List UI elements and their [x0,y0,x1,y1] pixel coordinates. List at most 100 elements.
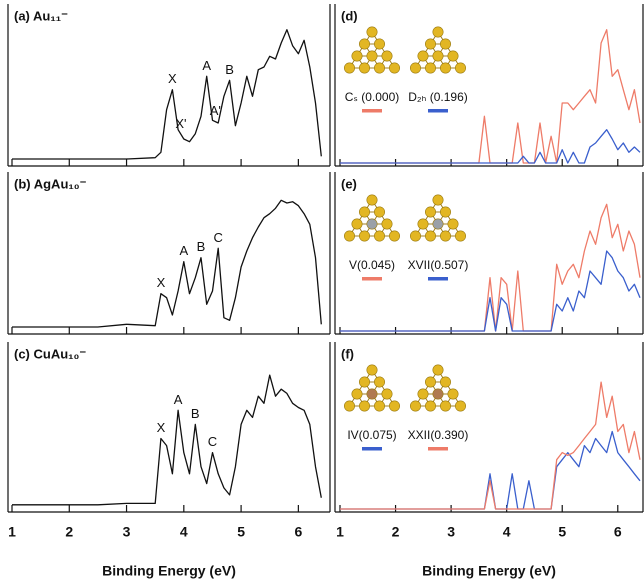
cluster-atom [366,194,378,206]
cluster-atom [424,230,436,242]
cluster-atom [439,62,451,74]
legend-swatch [428,277,448,281]
cluster-atom [351,388,363,400]
simulated-spectrum [340,250,641,332]
x-tick-label: 3 [123,524,131,540]
cluster-atom [409,62,421,74]
cluster-atom [388,400,400,412]
cluster-atom [358,376,370,388]
cluster-atom [388,230,400,242]
cluster-atom [417,218,429,230]
cluster-atom [447,218,459,230]
peak-label: X [157,420,166,435]
cluster-atom [447,50,459,62]
panel-title: (c) CuAu₁₀⁻ [14,346,86,361]
cluster-atom [373,230,385,242]
simulated-spectrum [340,381,641,510]
cluster-icon [343,364,400,412]
cluster-atom [358,230,370,242]
x-axis-label: Binding Energy (eV) [102,563,236,579]
panel-title: (a) Au₁₁⁻ [14,8,68,23]
cluster-icon [409,26,466,74]
cluster-atom [432,218,444,230]
legend-swatch [428,447,448,451]
cluster-atom [439,38,451,50]
peak-label: C [213,230,222,245]
cluster-icon [343,194,400,242]
legend-label: Cₛ (0.000) [345,90,400,104]
peak-label: C [208,434,217,449]
cluster-atom [417,388,429,400]
legend-swatch [362,447,382,451]
x-tick-label: 2 [65,524,73,540]
peak-label: B [225,62,234,77]
cluster-atom [424,206,436,218]
legend-swatch [362,277,382,281]
cluster-atom [358,206,370,218]
legend-label: XXII(0.390) [408,428,469,442]
cluster-atom [366,388,378,400]
cluster-atom [432,194,444,206]
cluster-atom [373,38,385,50]
cluster-atom [373,206,385,218]
spectrum-line [12,29,322,160]
peak-label: A [202,58,211,73]
cluster-atom [439,376,451,388]
legend-label: V(0.045) [349,258,395,272]
cluster-atom [343,62,355,74]
cluster-atom [351,50,363,62]
peak-label: X [157,275,166,290]
cluster-atom [439,230,451,242]
x-tick-label: 5 [237,524,245,540]
cluster-atom [432,364,444,376]
cluster-atom [439,206,451,218]
cluster-atom [417,50,429,62]
panel-title: (e) [341,176,357,191]
panel-title: (d) [341,8,358,23]
cluster-atom [454,230,466,242]
peak-label: A [174,392,183,407]
x-tick-label: 4 [180,524,188,540]
cluster-icon [409,364,466,412]
legend-swatch [428,109,448,113]
x-tick-label: 4 [503,524,511,540]
simulated-spectrum [340,129,641,164]
x-tick-label: 5 [558,524,566,540]
x-tick-label: 2 [392,524,400,540]
x-tick-label: 3 [447,524,455,540]
peak-label: X [168,71,177,86]
cluster-atom [447,388,459,400]
panel-title: (f) [341,346,354,361]
peak-label: A [179,243,188,258]
cluster-atom [454,62,466,74]
cluster-atom [424,400,436,412]
cluster-atom [432,50,444,62]
peak-label: X' [175,116,186,131]
cluster-atom [381,50,393,62]
cluster-atom [381,218,393,230]
peak-label: B [191,406,200,421]
cluster-atom [343,400,355,412]
cluster-atom [432,26,444,38]
x-axis-label: Binding Energy (eV) [422,563,556,579]
cluster-atom [439,400,451,412]
cluster-atom [454,400,466,412]
spectrum-line [12,199,322,328]
cluster-atom [366,26,378,38]
cluster-icon [343,26,400,74]
cluster-atom [432,388,444,400]
cluster-atom [358,38,370,50]
legend-swatch [362,109,382,113]
legend-label: IV(0.075) [347,428,396,442]
spectrum-line [12,374,322,506]
simulated-spectrum [340,430,641,510]
peak-label: B [197,239,206,254]
cluster-atom [366,218,378,230]
cluster-atom [351,218,363,230]
cluster-atom [424,38,436,50]
cluster-atom [381,388,393,400]
cluster-icon [409,194,466,242]
cluster-atom [388,62,400,74]
cluster-atom [366,50,378,62]
